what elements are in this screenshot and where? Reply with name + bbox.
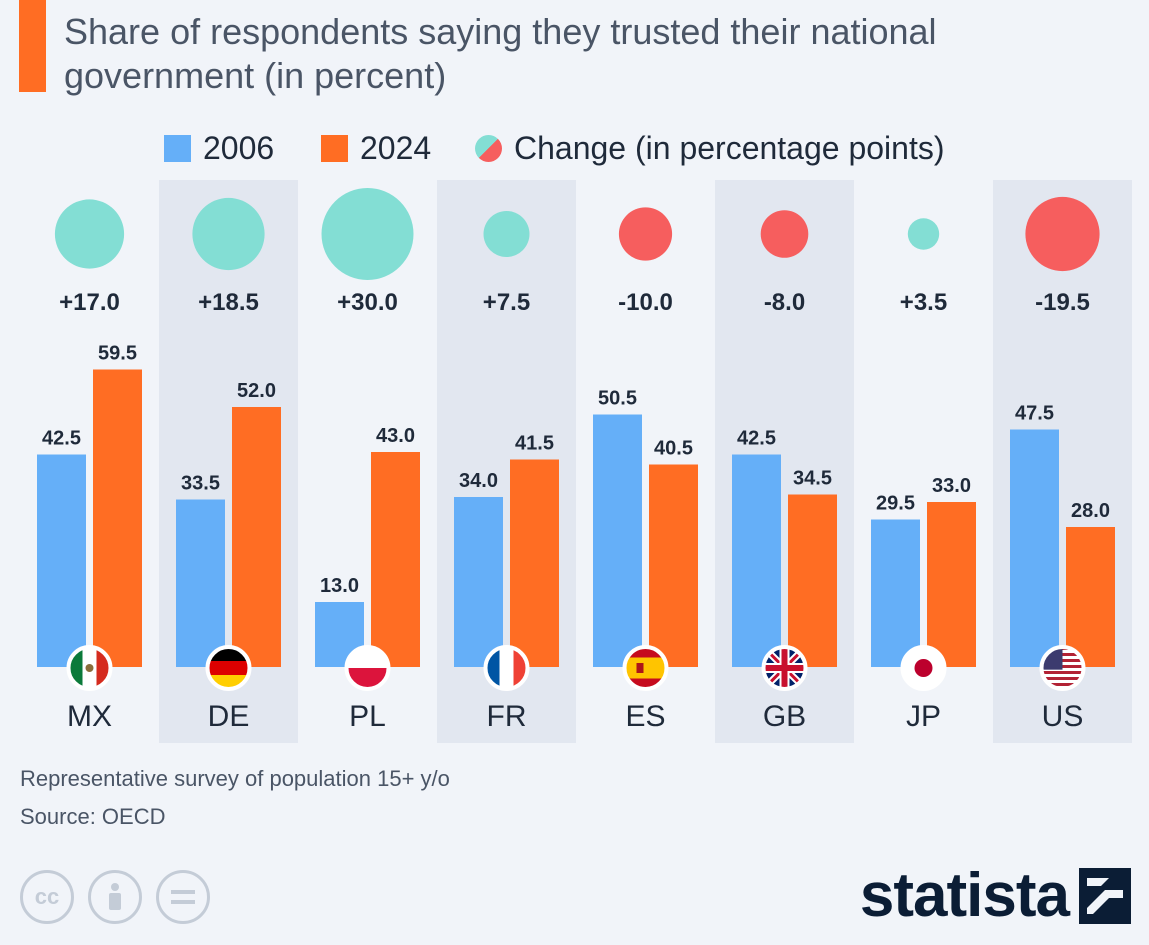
spain-flag (622, 645, 669, 691)
license-icons: cc (20, 870, 210, 924)
bar-2006 (871, 519, 920, 667)
value-label-2006: 34.0 (459, 470, 498, 492)
value-label-2024: 43.0 (376, 425, 415, 447)
value-label-2024: 33.0 (932, 475, 971, 497)
brand-name: statista (859, 861, 1070, 930)
value-label-2006: 50.5 (598, 388, 637, 410)
legend-swatch-2006 (164, 134, 191, 162)
germany-flag (205, 645, 252, 691)
bar-2006 (593, 414, 642, 667)
change-circle (192, 197, 265, 271)
change-label: -8.0 (764, 289, 805, 316)
change-label: -10.0 (618, 289, 673, 316)
change-label: +7.5 (483, 289, 530, 316)
accent-bar (19, 0, 46, 92)
cc-label: cc (34, 884, 60, 909)
statista-logo-icon (1079, 867, 1131, 924)
change-circle (618, 207, 673, 261)
category-label: PL (349, 700, 386, 733)
category-label: ES (625, 700, 665, 733)
category-label: US (1042, 700, 1084, 733)
value-label-2006: 42.5 (737, 428, 776, 450)
mexico-flag (66, 645, 113, 691)
value-label-2024: 34.5 (793, 468, 832, 490)
value-label-2006: 47.5 (1015, 403, 1054, 425)
value-label-2024: 59.5 (98, 343, 137, 365)
change-circle (1025, 196, 1100, 272)
france-flag (483, 645, 530, 691)
bar-2024 (1066, 527, 1115, 667)
chart-title: Share of respondents saying they trusted… (64, 11, 937, 96)
legend-label-2006: 2006 (203, 129, 275, 166)
legend-label-2024: 2024 (360, 129, 432, 166)
japan-flag (900, 645, 947, 691)
survey-note: Representative survey of population 15+ … (20, 766, 450, 791)
value-label-2024: 28.0 (1071, 500, 1110, 522)
bar-2024 (649, 464, 698, 667)
bar-2024 (93, 369, 142, 667)
category-label: JP (906, 700, 941, 733)
change-label: +30.0 (337, 289, 398, 316)
category-label: FR (487, 700, 527, 733)
change-circle (907, 218, 940, 250)
legend: 2006 2024 Change (in percentage points) (0, 126, 1149, 170)
change-label: +17.0 (59, 289, 120, 316)
category-label: MX (67, 700, 112, 733)
value-label-2006: 29.5 (876, 493, 915, 515)
legend-swatch-2024 (321, 134, 348, 162)
legend-change-icon (475, 134, 502, 162)
no-derivatives-icon[interactable] (156, 870, 210, 924)
category-label: DE (208, 700, 250, 733)
change-label: -19.5 (1035, 289, 1090, 316)
bar-2006 (176, 499, 225, 667)
legend-item-2024: 2024 (321, 126, 431, 170)
value-label-2024: 41.5 (515, 433, 554, 455)
change-label: +3.5 (900, 289, 947, 316)
value-label-2024: 52.0 (237, 380, 276, 402)
change-circle (321, 188, 414, 280)
bar-2024 (788, 494, 837, 667)
change-label: +18.5 (198, 289, 259, 316)
value-label-2006: 33.5 (181, 473, 220, 495)
category-label: GB (763, 700, 806, 733)
change-circle (760, 210, 809, 258)
legend-item-2006: 2006 (164, 126, 274, 170)
legend-item-change: Change (in percentage points) (475, 126, 945, 170)
statista-brand[interactable]: statista (860, 860, 1131, 931)
bar-2024 (927, 502, 976, 667)
change-circle (483, 211, 530, 257)
bar-2006 (1010, 429, 1059, 667)
value-label-2006: 13.0 (320, 575, 359, 597)
bar-2006 (732, 454, 781, 667)
cc-icon[interactable]: cc (20, 870, 74, 924)
poland-flag (344, 645, 391, 691)
change-circle (54, 199, 125, 269)
bar-2024 (371, 452, 420, 667)
usa-flag (1039, 645, 1086, 691)
bar-2024 (510, 459, 559, 667)
value-label-2024: 40.5 (654, 438, 693, 460)
attribution-icon[interactable] (88, 870, 142, 924)
value-label-2006: 42.5 (42, 428, 81, 450)
source-note: Source: OECD (20, 804, 166, 829)
uk-flag (761, 645, 808, 691)
bar-2006 (454, 497, 503, 667)
bar-2024 (232, 407, 281, 667)
legend-label-change: Change (in percentage points) (514, 129, 945, 166)
bar-2006 (37, 454, 86, 667)
